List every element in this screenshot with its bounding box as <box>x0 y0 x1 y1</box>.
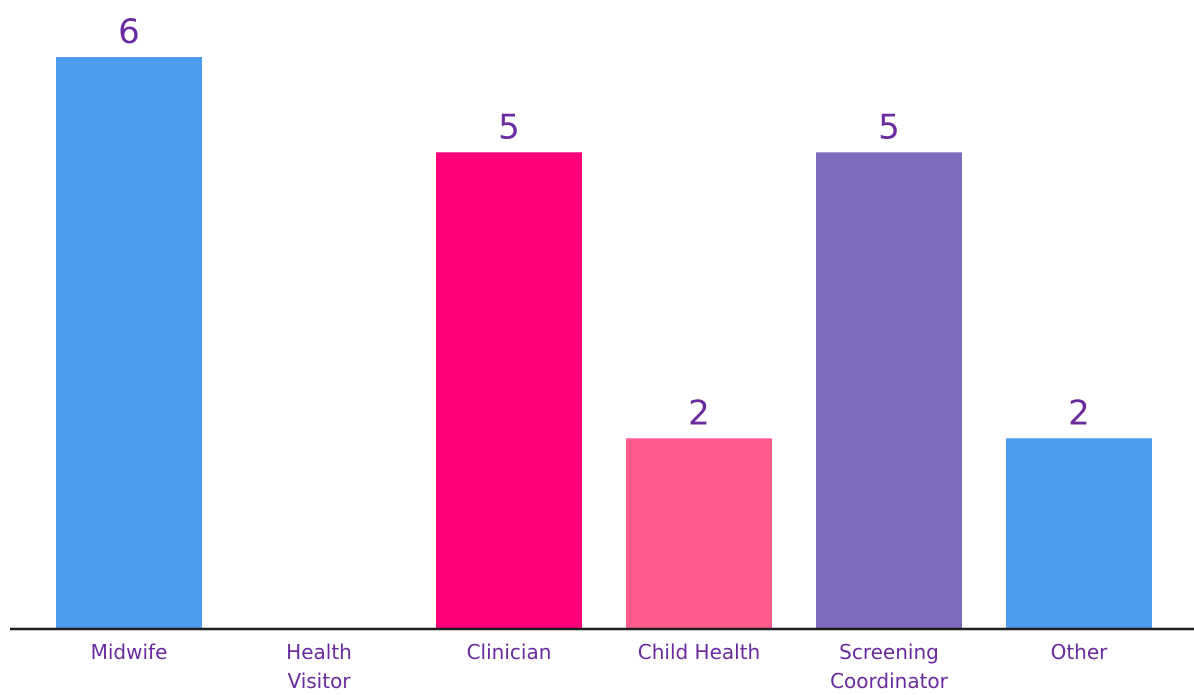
bar-midwife <box>56 57 202 629</box>
value-label-child-health: 2 <box>688 393 710 433</box>
value-label-midwife: 6 <box>118 12 140 52</box>
value-label-other: 2 <box>1068 393 1090 433</box>
bar-clinician <box>436 152 582 630</box>
category-label-midwife: Midwife <box>91 640 168 664</box>
bar-child-health <box>626 438 772 629</box>
category-label-other: Other <box>1051 640 1109 664</box>
value-label-screening-coordinator: 5 <box>878 107 900 147</box>
value-label-clinician: 5 <box>498 107 520 147</box>
bar-other <box>1006 438 1152 629</box>
category-label-clinician: Clinician <box>467 640 552 664</box>
category-label-health-visitor-line-1: Health <box>286 640 352 664</box>
category-label-screening-coordinator-line-2: Coordinator <box>830 669 949 691</box>
bars-layer <box>56 57 1152 630</box>
category-label-health-visitor-line-2: Visitor <box>287 669 351 691</box>
category-label-child-health: Child Health <box>638 640 760 664</box>
category-labels-layer: Midwife Health Visitor Clinician Child Healt… <box>91 640 1109 693</box>
category-label-screening-coordinator-line-1: Screening <box>839 640 939 664</box>
value-labels-layer: 6 5 2 5 2 <box>118 12 1090 433</box>
bar-screening-coordinator <box>816 152 962 630</box>
